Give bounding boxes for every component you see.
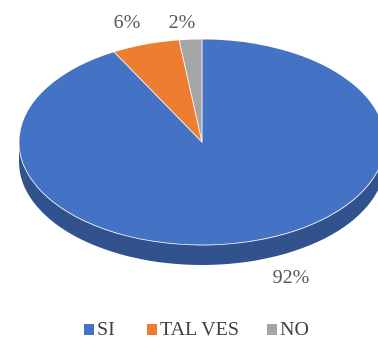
legend-label-tal-ves: TAL VES [160, 318, 239, 340]
pie-slices [18, 38, 378, 265]
slice-side-si [19, 142, 378, 265]
legend-swatch-si [84, 324, 94, 335]
slice-no [178, 38, 203, 143]
legend-label-si: SI [97, 318, 115, 340]
legend-swatch-tal-ves [147, 324, 157, 335]
legend-swatch-no [267, 324, 277, 335]
data-labels: 92% 6% 2% [114, 11, 310, 288]
slice-si [18, 38, 378, 246]
data-label-no: 2% [169, 11, 196, 33]
data-label-si: 92% [273, 266, 310, 288]
data-label-tal-ves: 6% [114, 11, 141, 33]
legend-label-no: NO [280, 318, 309, 340]
legend: SI TAL VES NO [84, 318, 309, 340]
